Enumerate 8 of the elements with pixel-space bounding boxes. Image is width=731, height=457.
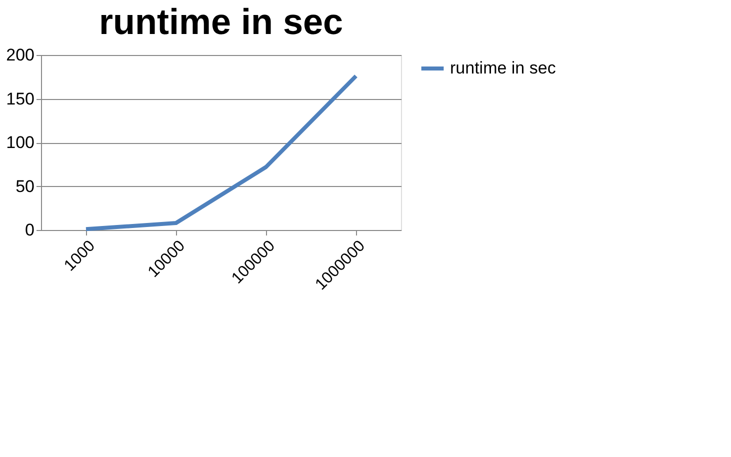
y-tick-label: 150 [6, 89, 34, 108]
y-tick-label: 200 [6, 46, 34, 64]
y-tick-label: 0 [25, 220, 34, 240]
legend-label: runtime in sec [450, 58, 556, 78]
chart-title: runtime in sec [98, 1, 344, 42]
y-tick-label: 100 [6, 133, 34, 152]
line-series [84, 74, 358, 232]
y-tick-label: 50 [16, 176, 34, 196]
